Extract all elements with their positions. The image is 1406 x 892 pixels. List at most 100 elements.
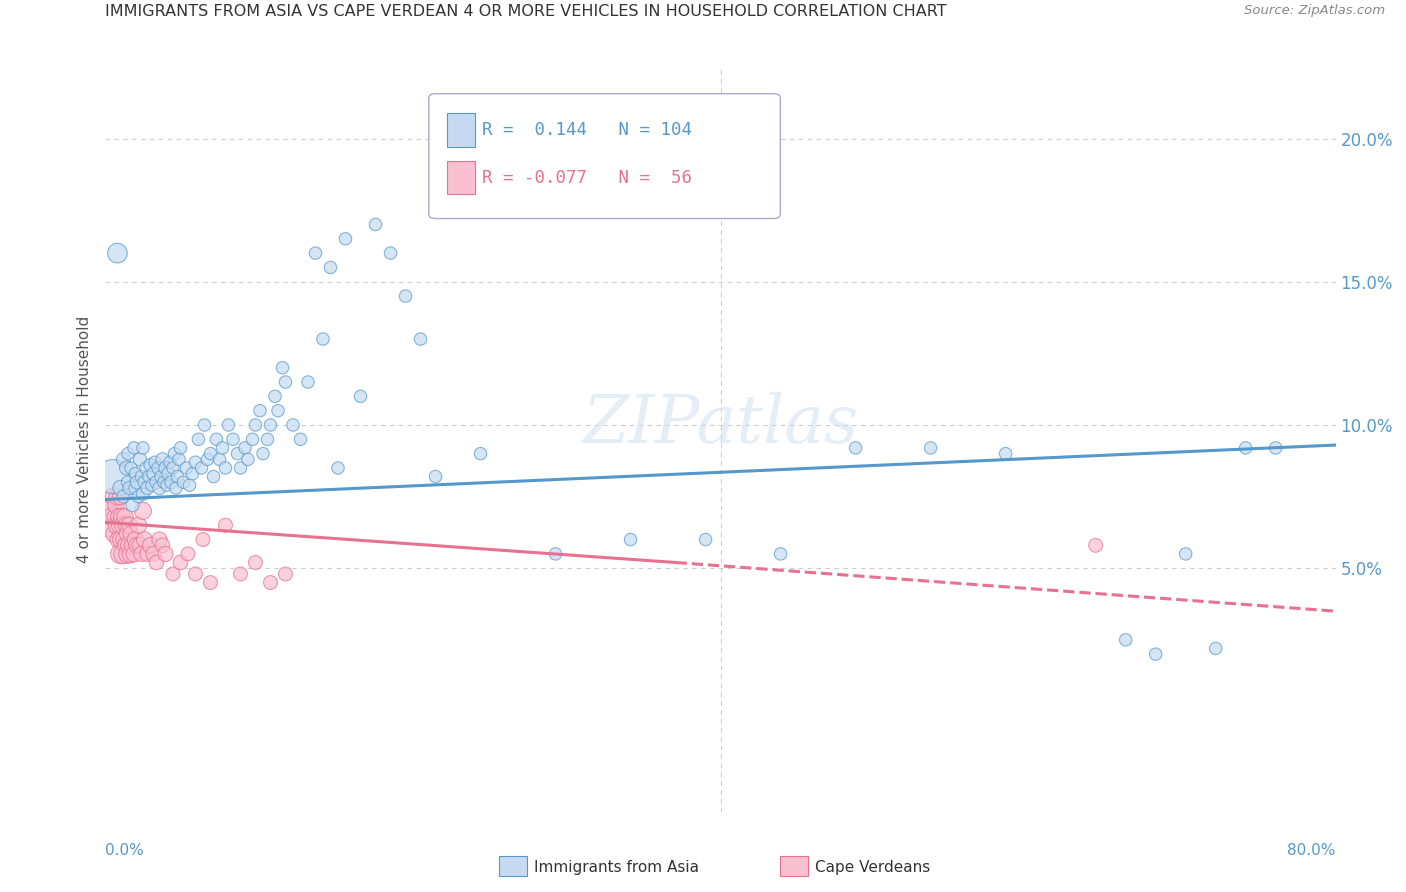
Point (104, 498, 127, 512)
Point (409, 332, 432, 346)
Point (111, 533, 134, 547)
Point (108, 509, 131, 524)
Point (132, 441, 155, 455)
Point (252, 447, 274, 461)
Point (120, 461, 142, 475)
Point (120, 526, 142, 541)
Point (149, 469, 172, 483)
Point (326, 461, 349, 475)
Point (145, 556, 167, 570)
Point (165, 481, 187, 495)
Point (544, 547, 567, 561)
Text: ZIPatlas: ZIPatlas (582, 392, 859, 457)
Point (1205, 641, 1227, 656)
Point (256, 433, 278, 447)
Point (695, 533, 717, 547)
Point (112, 547, 135, 561)
Point (112, 490, 135, 504)
Point (169, 441, 191, 455)
Point (1144, 647, 1167, 661)
Point (134, 475, 156, 490)
Point (103, 490, 125, 504)
Point (127, 518, 149, 533)
Point (107, 518, 129, 533)
Point (193, 417, 215, 432)
Point (229, 461, 252, 475)
Point (155, 547, 177, 561)
Point (103, 526, 125, 541)
Point (274, 566, 297, 581)
Point (249, 403, 271, 417)
Point (267, 403, 290, 417)
Point (142, 467, 165, 481)
Point (218, 417, 240, 432)
Point (380, 246, 402, 260)
Point (259, 417, 281, 432)
Point (191, 533, 214, 547)
Text: Source: ZipAtlas.com: Source: ZipAtlas.com (1244, 4, 1385, 18)
Point (122, 547, 145, 561)
Point (167, 452, 190, 467)
Point (101, 509, 124, 524)
Point (245, 556, 267, 570)
Point (242, 433, 264, 447)
Point (205, 433, 228, 447)
Point (153, 475, 176, 490)
Point (470, 447, 492, 461)
Point (214, 461, 236, 475)
Point (110, 547, 132, 561)
Point (134, 533, 156, 547)
Point (118, 538, 141, 552)
Point (845, 441, 868, 455)
Point (1264, 441, 1286, 455)
Point (202, 469, 225, 483)
Point (156, 478, 179, 492)
Point (200, 575, 222, 590)
Point (132, 504, 155, 518)
Point (245, 417, 267, 432)
Point (208, 452, 231, 467)
Point (131, 469, 153, 483)
Point (184, 566, 207, 581)
Point (146, 461, 169, 475)
Point (135, 461, 157, 475)
Point (143, 455, 166, 469)
Point (229, 566, 252, 581)
Point (120, 547, 142, 561)
Point (139, 458, 162, 472)
Point (108, 533, 131, 547)
Point (136, 547, 159, 561)
Point (236, 452, 259, 467)
Point (394, 289, 416, 303)
Point (127, 490, 149, 504)
Point (1234, 441, 1257, 455)
Point (124, 533, 146, 547)
Point (994, 447, 1017, 461)
Point (264, 389, 287, 403)
Point (129, 538, 152, 552)
Point (1115, 632, 1137, 647)
Point (214, 518, 236, 533)
Point (187, 433, 209, 447)
Point (619, 533, 641, 547)
Point (148, 481, 170, 495)
Point (181, 467, 204, 481)
Point (169, 556, 191, 570)
Text: 80.0%: 80.0% (1288, 843, 1336, 858)
Point (155, 461, 177, 475)
Point (274, 375, 297, 389)
Point (129, 452, 152, 467)
Point (136, 481, 159, 495)
Point (157, 467, 180, 481)
Point (226, 447, 249, 461)
Point (211, 441, 233, 455)
Point (107, 490, 129, 504)
Point (172, 475, 194, 490)
Point (425, 469, 447, 483)
Point (112, 518, 135, 533)
Point (179, 478, 201, 492)
Point (118, 481, 141, 495)
Point (142, 547, 165, 561)
Point (125, 475, 148, 490)
Point (290, 433, 312, 447)
